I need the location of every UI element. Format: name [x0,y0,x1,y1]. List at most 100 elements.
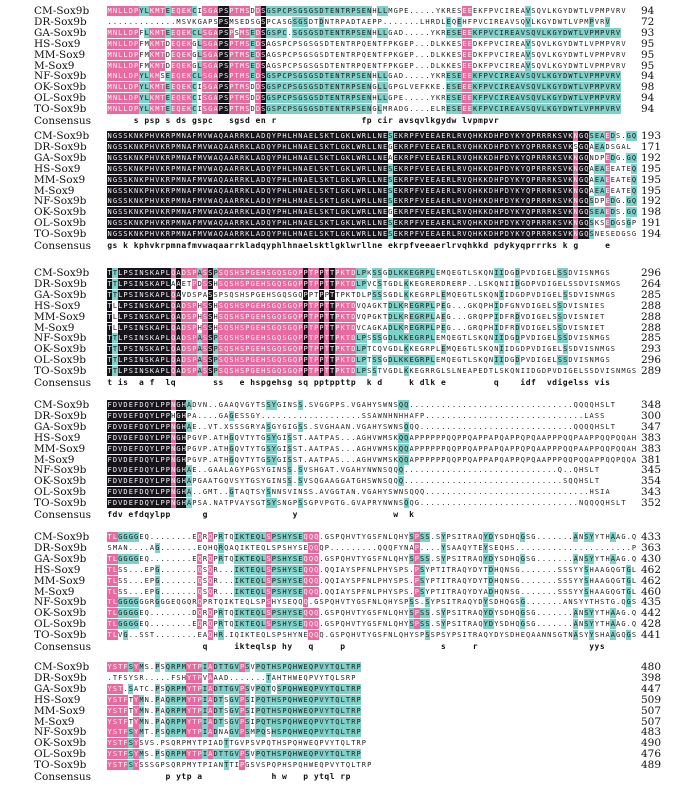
residue: G [192,455,197,464]
residue: S [123,565,128,574]
residue: Q [276,322,282,333]
residue: V [419,131,425,141]
residue: Q [218,141,224,152]
residue: F [467,17,472,26]
residue: D [488,141,494,152]
residue: A [175,289,182,300]
residue: P [314,499,319,508]
residue: L [122,6,129,16]
residue: . [351,543,356,552]
residue: . [573,411,578,420]
residue: P [414,564,420,575]
residue: . [107,17,112,26]
residue: . [372,543,377,552]
residue: P [557,444,562,453]
residue: G [600,334,605,343]
residue: A [372,411,377,420]
residue: P [213,554,218,563]
residue: L [355,278,362,289]
residue: E [308,218,314,229]
residue: K [398,322,404,333]
residue: Q [610,565,615,574]
residue: L [441,17,446,26]
residue: H [281,229,288,240]
residue: A [223,229,229,240]
residue: N [133,207,139,218]
residue: . [483,477,488,486]
residue: Q [324,587,329,596]
consensus-residue: a [398,116,404,125]
residue: G [250,411,255,420]
residue: S [393,565,398,574]
residue: Y [563,7,568,15]
residue: E [509,93,515,104]
residue: A [467,367,472,376]
residue: M [441,269,446,277]
residue: S [228,366,235,377]
residue: G [287,333,293,344]
residue: A [435,218,441,229]
residue: D [318,16,325,27]
residue: P [589,433,594,442]
residue: . [292,466,298,475]
residue: E [430,207,436,218]
residue: T [234,38,240,49]
residue: F [477,71,484,82]
consensus-residue: f [107,510,113,519]
residue: E [414,290,419,299]
residue: R [546,196,552,207]
residue: Y [520,141,526,152]
residue: D [387,300,394,311]
residue: . [435,477,441,486]
residue: H [181,498,187,509]
residue: . [155,554,160,563]
residue: V [573,356,578,365]
residue: P [334,333,341,344]
residue: P [446,533,451,541]
residue: . [319,576,324,585]
residue: W [207,207,213,218]
residue: S [446,367,451,376]
residue: P [350,71,356,82]
residue: L [117,49,123,60]
residue: I [133,333,139,344]
residue: K [149,311,155,322]
residue: . [510,422,515,431]
residue: S [271,71,277,82]
residue: E [424,185,431,196]
residue: Y [440,553,446,564]
residue: L [547,61,552,70]
residue: S [128,344,134,355]
residue: S [382,290,388,299]
residue: Q [605,444,610,453]
residue: G [356,477,361,486]
residue: T [382,279,388,288]
residue: Q [218,131,224,141]
residue: G [112,141,118,152]
residue: I [498,71,505,82]
residue: A [356,444,361,453]
residue: . [494,401,499,409]
residue: E [424,218,431,229]
consensus-residue: i [557,378,563,387]
residue: . [478,411,483,420]
residue: A [229,401,234,409]
residue: P [271,586,277,597]
residue: N [377,131,383,141]
residue: N [170,487,176,498]
residue: T [600,323,605,332]
residue: . [139,543,144,552]
residue: K [393,455,398,464]
residue: P [483,323,488,332]
residue: Q [403,432,409,443]
residue: M [154,93,160,104]
residue: . [430,543,435,552]
residue: D [525,301,531,310]
residue: A [212,174,219,185]
residue: R [546,163,552,174]
residue: E [303,543,308,552]
residue: L [165,268,171,278]
residue: . [430,499,435,508]
residue: S [531,7,536,15]
